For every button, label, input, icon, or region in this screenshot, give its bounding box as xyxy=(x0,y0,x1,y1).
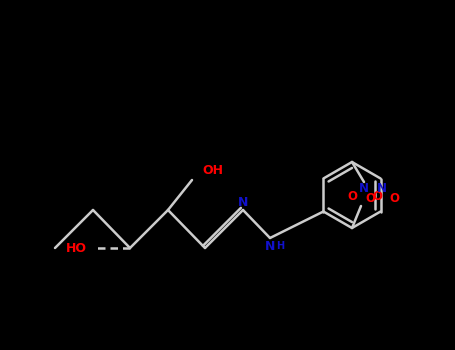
Text: N: N xyxy=(377,182,387,195)
Text: O: O xyxy=(389,191,399,204)
Text: OH: OH xyxy=(202,164,223,177)
Text: O: O xyxy=(347,189,357,203)
Text: O: O xyxy=(365,191,375,204)
Text: N: N xyxy=(359,182,369,195)
Text: N: N xyxy=(238,196,248,209)
Text: O: O xyxy=(372,189,382,203)
Text: HO: HO xyxy=(66,241,86,254)
Text: N: N xyxy=(265,239,275,252)
Text: H: H xyxy=(276,241,284,251)
